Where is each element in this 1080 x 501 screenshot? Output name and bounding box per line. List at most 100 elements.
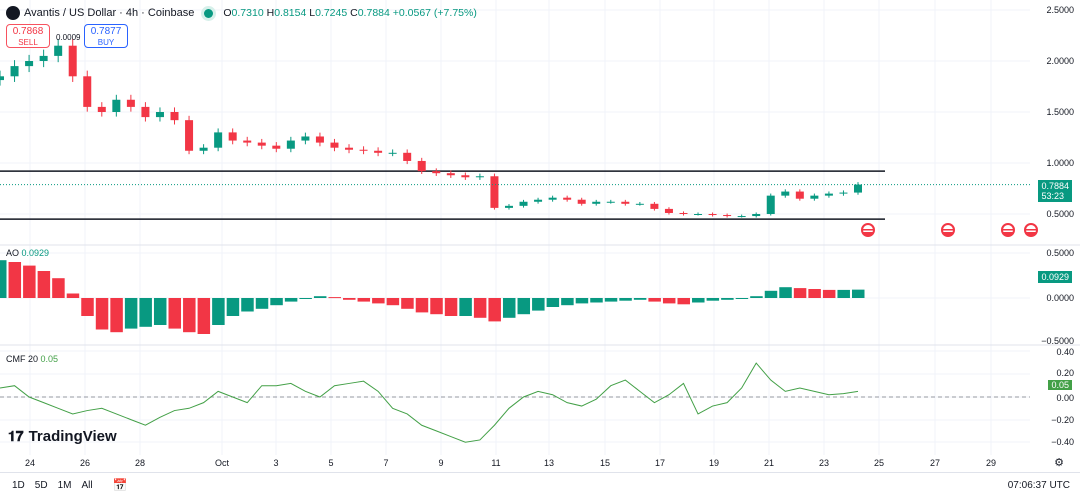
ao-bar [226,298,240,316]
ao-bar [532,298,545,311]
range-all[interactable]: All [81,479,93,491]
date-tick: 21 [763,458,775,468]
range-1d[interactable]: 1D [12,479,25,491]
ao-bar [52,278,65,298]
ao-bar [619,298,632,301]
range-toolbar: 1D 5D 1M All 📅 [12,478,128,492]
candle [97,106,106,112]
cmf-tick: 0.20 [1056,368,1074,378]
candle [112,99,121,112]
candle [723,215,732,217]
candle [286,140,295,149]
ao-bar [401,298,414,309]
ao-tick: −0.5000 [1041,336,1074,346]
candle [548,197,557,200]
candle [39,55,48,61]
ao-bar [764,290,778,298]
ao-bar [561,298,574,306]
candle [490,176,499,208]
ao-bar [488,298,501,322]
ao-bar [328,297,341,299]
spread: 0.0009 [56,33,81,42]
cmf-legend: CMF 20 0.05 [6,354,59,364]
us-flag-event-icon[interactable] [1024,223,1038,237]
candle [563,197,572,200]
candle [504,205,513,208]
candle [752,214,761,217]
price-tick: 2.0000 [1046,56,1074,66]
candle [141,106,150,118]
ao-bar [168,298,182,329]
candle [577,199,586,204]
date-tick: Oct [214,458,230,468]
date-tick: 15 [599,458,611,468]
ao-bar [0,260,7,298]
candle [54,45,63,56]
ao-bar [37,271,51,298]
candle [824,193,833,196]
date-tick: 3 [273,458,279,468]
ao-bar [139,298,152,327]
candle [781,191,790,196]
tradingview-logo: 𝟏𝟕 TradingView [8,428,117,445]
us-flag-event-icon[interactable] [941,223,955,237]
date-tick: 5 [328,458,334,468]
ao-bar [546,298,560,307]
cmf-tick: 0.40 [1056,347,1074,357]
candle [170,112,179,121]
candle [10,66,19,77]
candle [374,150,383,153]
us-flag-event-icon[interactable] [861,223,875,237]
date-tick: 26 [79,458,91,468]
price-tick: 1.5000 [1046,107,1074,117]
clock[interactable]: 07:06:37 UTC [1007,480,1070,491]
sell-button[interactable]: 0.7868 SELL [6,24,50,48]
candle [0,76,4,81]
ohlc-values: O0.7310 H0.8154 L0.7245 C0.7884 +0.0567 … [223,7,477,19]
ao-bar [212,298,225,325]
ao-bar [430,298,443,315]
candle [737,216,746,218]
ao-bar [241,298,254,312]
ao-bar [750,296,763,298]
candle [621,201,630,204]
ao-bar [721,298,734,300]
ao-bar [633,298,647,300]
ao-bar [677,298,690,305]
ao-bar [343,298,356,300]
range-5d[interactable]: 5D [34,479,48,491]
candle [228,132,237,141]
ao-bar [372,298,385,304]
ao-bar [459,298,472,316]
candle [257,142,266,146]
ao-bar [8,262,22,298]
candle [432,171,441,174]
ao-bar [284,298,298,302]
ao-bar [110,298,123,333]
us-flag-event-icon[interactable] [1001,223,1015,237]
ao-bar [95,298,109,330]
ao-bar [444,298,458,316]
date-tick: 11 [491,458,501,468]
range-1m[interactable]: 1M [57,479,72,491]
buy-button[interactable]: 0.7877 BUY [84,24,128,48]
ao-bar [299,298,312,299]
candle [694,214,703,215]
ao-bar [313,296,327,298]
calendar-icon[interactable]: 📅 [112,478,128,492]
ao-tick: 0.0000 [1046,293,1074,303]
ao-bar [386,298,400,306]
candle [635,203,644,205]
ao-bar [575,298,589,304]
candle [315,136,324,143]
ao-bar [81,298,94,316]
candle [330,142,339,148]
candle [83,76,92,107]
candle [272,145,281,149]
settings-icon[interactable]: ⚙ [1054,457,1064,469]
price-tick: 0.5000 [1046,209,1074,219]
date-tick: 17 [654,458,666,468]
symbol-title[interactable]: Avantis / US Dollar · 4h · Coinbase [24,7,195,19]
avantis-logo-icon [6,6,20,20]
